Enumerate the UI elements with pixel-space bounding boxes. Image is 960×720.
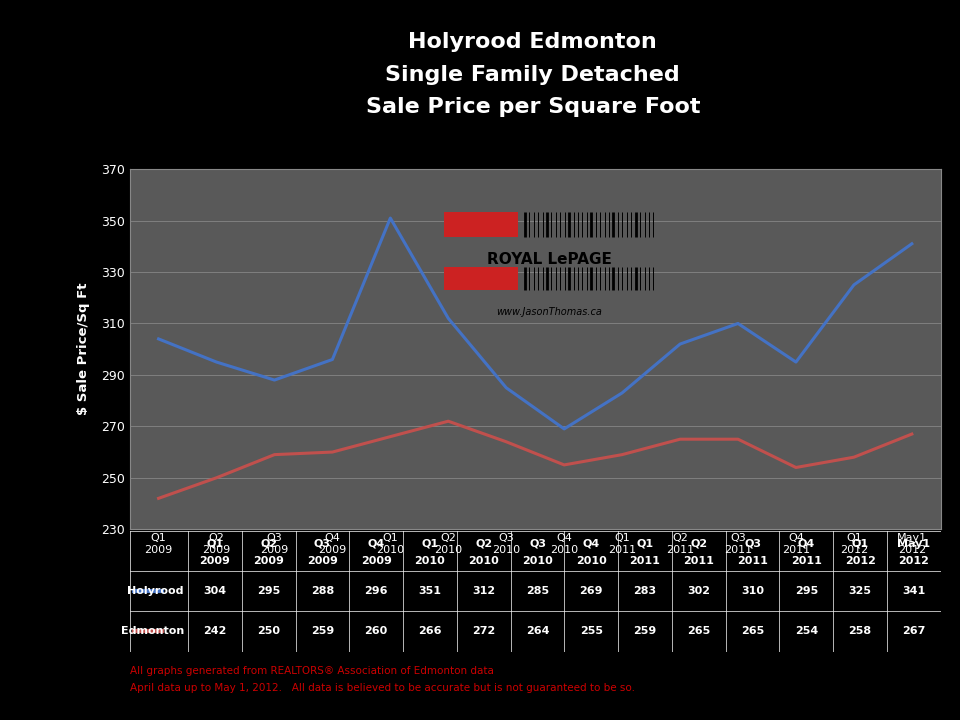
Text: 265: 265 [687, 626, 710, 636]
Text: Q3: Q3 [314, 539, 331, 549]
Bar [444, 212, 518, 237]
Text: All graphs generated from REALTORS® Association of Edmonton data: All graphs generated from REALTORS® Asso… [130, 666, 493, 676]
Text: 351: 351 [419, 586, 442, 596]
Text: Q4: Q4 [368, 539, 385, 549]
Text: Holyrood: Holyrood [128, 586, 184, 596]
Text: www.JasonThomas.ca: www.JasonThomas.ca [496, 307, 603, 318]
Text: 288: 288 [311, 586, 334, 596]
Text: 250: 250 [257, 626, 280, 636]
Text: 242: 242 [204, 626, 227, 636]
Text: 2010: 2010 [415, 556, 445, 566]
Text: Q4: Q4 [798, 539, 815, 549]
Text: April data up to May 1, 2012.   All data is believed to be accurate but is not g: April data up to May 1, 2012. All data i… [130, 683, 635, 693]
Text: 302: 302 [687, 586, 710, 596]
Text: 2010: 2010 [576, 556, 607, 566]
Text: Q1: Q1 [206, 539, 224, 549]
Text: 258: 258 [849, 626, 872, 636]
Text: 312: 312 [472, 586, 495, 596]
Text: 295: 295 [257, 586, 280, 596]
Text: 2011: 2011 [737, 556, 768, 566]
Text: Single Family Detached: Single Family Detached [385, 65, 681, 85]
Text: May1: May1 [898, 539, 930, 549]
Text: 283: 283 [634, 586, 657, 596]
Text: 285: 285 [526, 586, 549, 596]
Text: Q3: Q3 [744, 539, 761, 549]
Text: 2009: 2009 [361, 556, 392, 566]
Text: Q1: Q1 [421, 539, 439, 549]
Text: Edmonton: Edmonton [121, 626, 184, 636]
Text: 2012: 2012 [899, 556, 929, 566]
Text: Q4: Q4 [583, 539, 600, 549]
Text: Holyrood Edmonton: Holyrood Edmonton [408, 32, 658, 53]
Text: 325: 325 [849, 586, 872, 596]
Text: 2012: 2012 [845, 556, 876, 566]
Text: Sale Price per Square Foot: Sale Price per Square Foot [366, 97, 700, 117]
Text: 266: 266 [419, 626, 442, 636]
Text: Q3: Q3 [529, 539, 546, 549]
Text: Q2: Q2 [260, 539, 277, 549]
Text: 341: 341 [902, 586, 925, 596]
Text: 2009: 2009 [200, 556, 230, 566]
Text: 264: 264 [526, 626, 549, 636]
Text: 2011: 2011 [684, 556, 714, 566]
Text: 255: 255 [580, 626, 603, 636]
Text: 259: 259 [634, 626, 657, 636]
Text: 269: 269 [580, 586, 603, 596]
Text: Q1: Q1 [636, 539, 654, 549]
Text: 254: 254 [795, 626, 818, 636]
Text: 267: 267 [902, 626, 925, 636]
Text: 2011: 2011 [630, 556, 660, 566]
Text: 2009: 2009 [307, 556, 338, 566]
Text: ROYAL LePAGE: ROYAL LePAGE [487, 252, 612, 267]
Text: 2010: 2010 [468, 556, 499, 566]
Text: Q1: Q1 [852, 539, 869, 549]
Text: 295: 295 [795, 586, 818, 596]
Bar [444, 267, 518, 289]
Text: 272: 272 [472, 626, 495, 636]
Text: Q2: Q2 [690, 539, 708, 549]
Text: 304: 304 [204, 586, 227, 596]
Text: 2010: 2010 [522, 556, 553, 566]
Text: 265: 265 [741, 626, 764, 636]
Text: 296: 296 [365, 586, 388, 596]
Text: 2009: 2009 [253, 556, 284, 566]
Text: Q2: Q2 [475, 539, 492, 549]
Text: 260: 260 [365, 626, 388, 636]
Y-axis label: $ Sale Price/Sq Ft: $ Sale Price/Sq Ft [77, 283, 89, 415]
Text: 310: 310 [741, 586, 764, 596]
Text: 2011: 2011 [791, 556, 822, 566]
Text: 259: 259 [311, 626, 334, 636]
